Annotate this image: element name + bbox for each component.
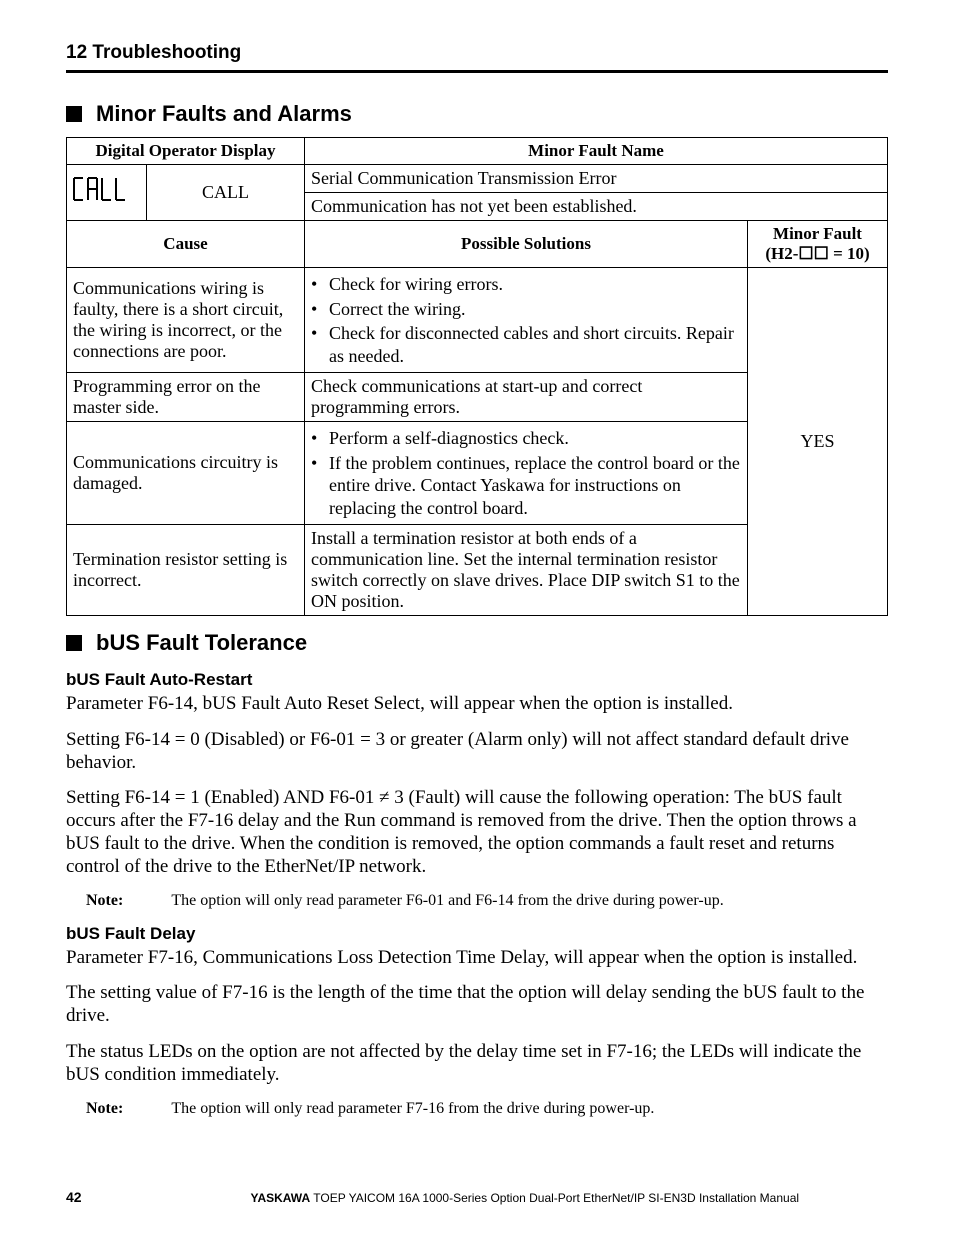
fault-table: Digital Operator Display Minor Fault Nam… (66, 137, 888, 616)
note-label: Note: (86, 1100, 123, 1118)
display-code: CALL (147, 165, 305, 221)
section-head-bus-fault: bUS Fault Tolerance (66, 630, 888, 656)
section-title: bUS Fault Tolerance (96, 630, 307, 656)
minor-fault-value: YES (748, 268, 888, 616)
th-minor-l1: Minor Fault (773, 224, 862, 243)
sub-heading: bUS Fault Delay (66, 924, 888, 944)
th-minor-l2: (H2-☐☐ = 10) (765, 244, 869, 263)
solution-cell: Perform a self-diagnostics check. If the… (305, 422, 748, 525)
list-item: Check for disconnected cables and short … (311, 322, 741, 367)
th-cause: Cause (67, 221, 305, 268)
solution-cell: Install a termination resistor at both e… (305, 525, 748, 616)
th-minor-fault: Minor Fault (H2-☐☐ = 10) (748, 221, 888, 268)
note-text: The option will only read parameter F6-0… (171, 892, 888, 910)
note-row: Note: The option will only read paramete… (86, 1100, 888, 1118)
note-label: Note: (86, 892, 123, 910)
footer-manual-title: YASKAWA TOEP YAICOM 16A 1000-Series Opti… (162, 1191, 888, 1205)
th-minor-fault-name: Minor Fault Name (305, 138, 888, 165)
brand-name: YASKAWA (251, 1191, 311, 1205)
body-paragraph: Parameter F7-16, Communications Loss Det… (66, 947, 888, 970)
cause-cell: Programming error on the master side. (67, 373, 305, 422)
body-paragraph: Setting F6-14 = 1 (Enabled) AND F6-01 ≠ … (66, 787, 888, 878)
solution-list: Perform a self-diagnostics check. If the… (311, 427, 741, 519)
square-bullet-icon (66, 106, 82, 122)
th-digital-operator-display: Digital Operator Display (67, 138, 305, 165)
list-item: Correct the wiring. (311, 298, 741, 321)
seg-display-code (67, 165, 147, 221)
sub-heading: bUS Fault Auto-Restart (66, 670, 888, 690)
cause-cell: Communications wiring is faulty, there i… (67, 268, 305, 373)
page-number: 42 (66, 1189, 82, 1205)
chapter-title: Troubleshooting (92, 42, 241, 63)
th-solutions: Possible Solutions (305, 221, 748, 268)
section-head-minor-faults: Minor Faults and Alarms (66, 101, 888, 127)
cause-cell: Communications circuitry is damaged. (67, 422, 305, 525)
fault-name-2: Communication has not yet been establish… (305, 193, 888, 221)
list-item: Perform a self-diagnostics check. (311, 427, 741, 450)
page-header: 12 Troubleshooting (66, 42, 888, 73)
solution-list: Check for wiring errors. Correct the wir… (311, 273, 741, 367)
list-item: Check for wiring errors. (311, 273, 741, 296)
seven-seg-icon (71, 175, 131, 203)
note-text: The option will only read parameter F7-1… (171, 1100, 888, 1118)
chapter-number: 12 (66, 42, 87, 63)
section-title: Minor Faults and Alarms (96, 101, 352, 127)
square-bullet-icon (66, 635, 82, 651)
solution-cell: Check for wiring errors. Correct the wir… (305, 268, 748, 373)
body-paragraph: Parameter F6-14, bUS Fault Auto Reset Se… (66, 693, 888, 716)
fault-name-1: Serial Communication Transmission Error (305, 165, 888, 193)
cause-cell: Termination resistor setting is incorrec… (67, 525, 305, 616)
page-footer: 42 YASKAWA TOEP YAICOM 16A 1000-Series O… (66, 1189, 888, 1205)
body-paragraph: The setting value of F7-16 is the length… (66, 982, 888, 1028)
note-row: Note: The option will only read paramete… (86, 892, 888, 910)
body-paragraph: The status LEDs on the option are not af… (66, 1041, 888, 1087)
manual-title-text: TOEP YAICOM 16A 1000-Series Option Dual-… (310, 1191, 799, 1205)
list-item: If the problem continues, replace the co… (311, 452, 741, 520)
body-paragraph: Setting F6-14 = 0 (Disabled) or F6-01 = … (66, 729, 888, 775)
solution-cell: Check communications at start-up and cor… (305, 373, 748, 422)
